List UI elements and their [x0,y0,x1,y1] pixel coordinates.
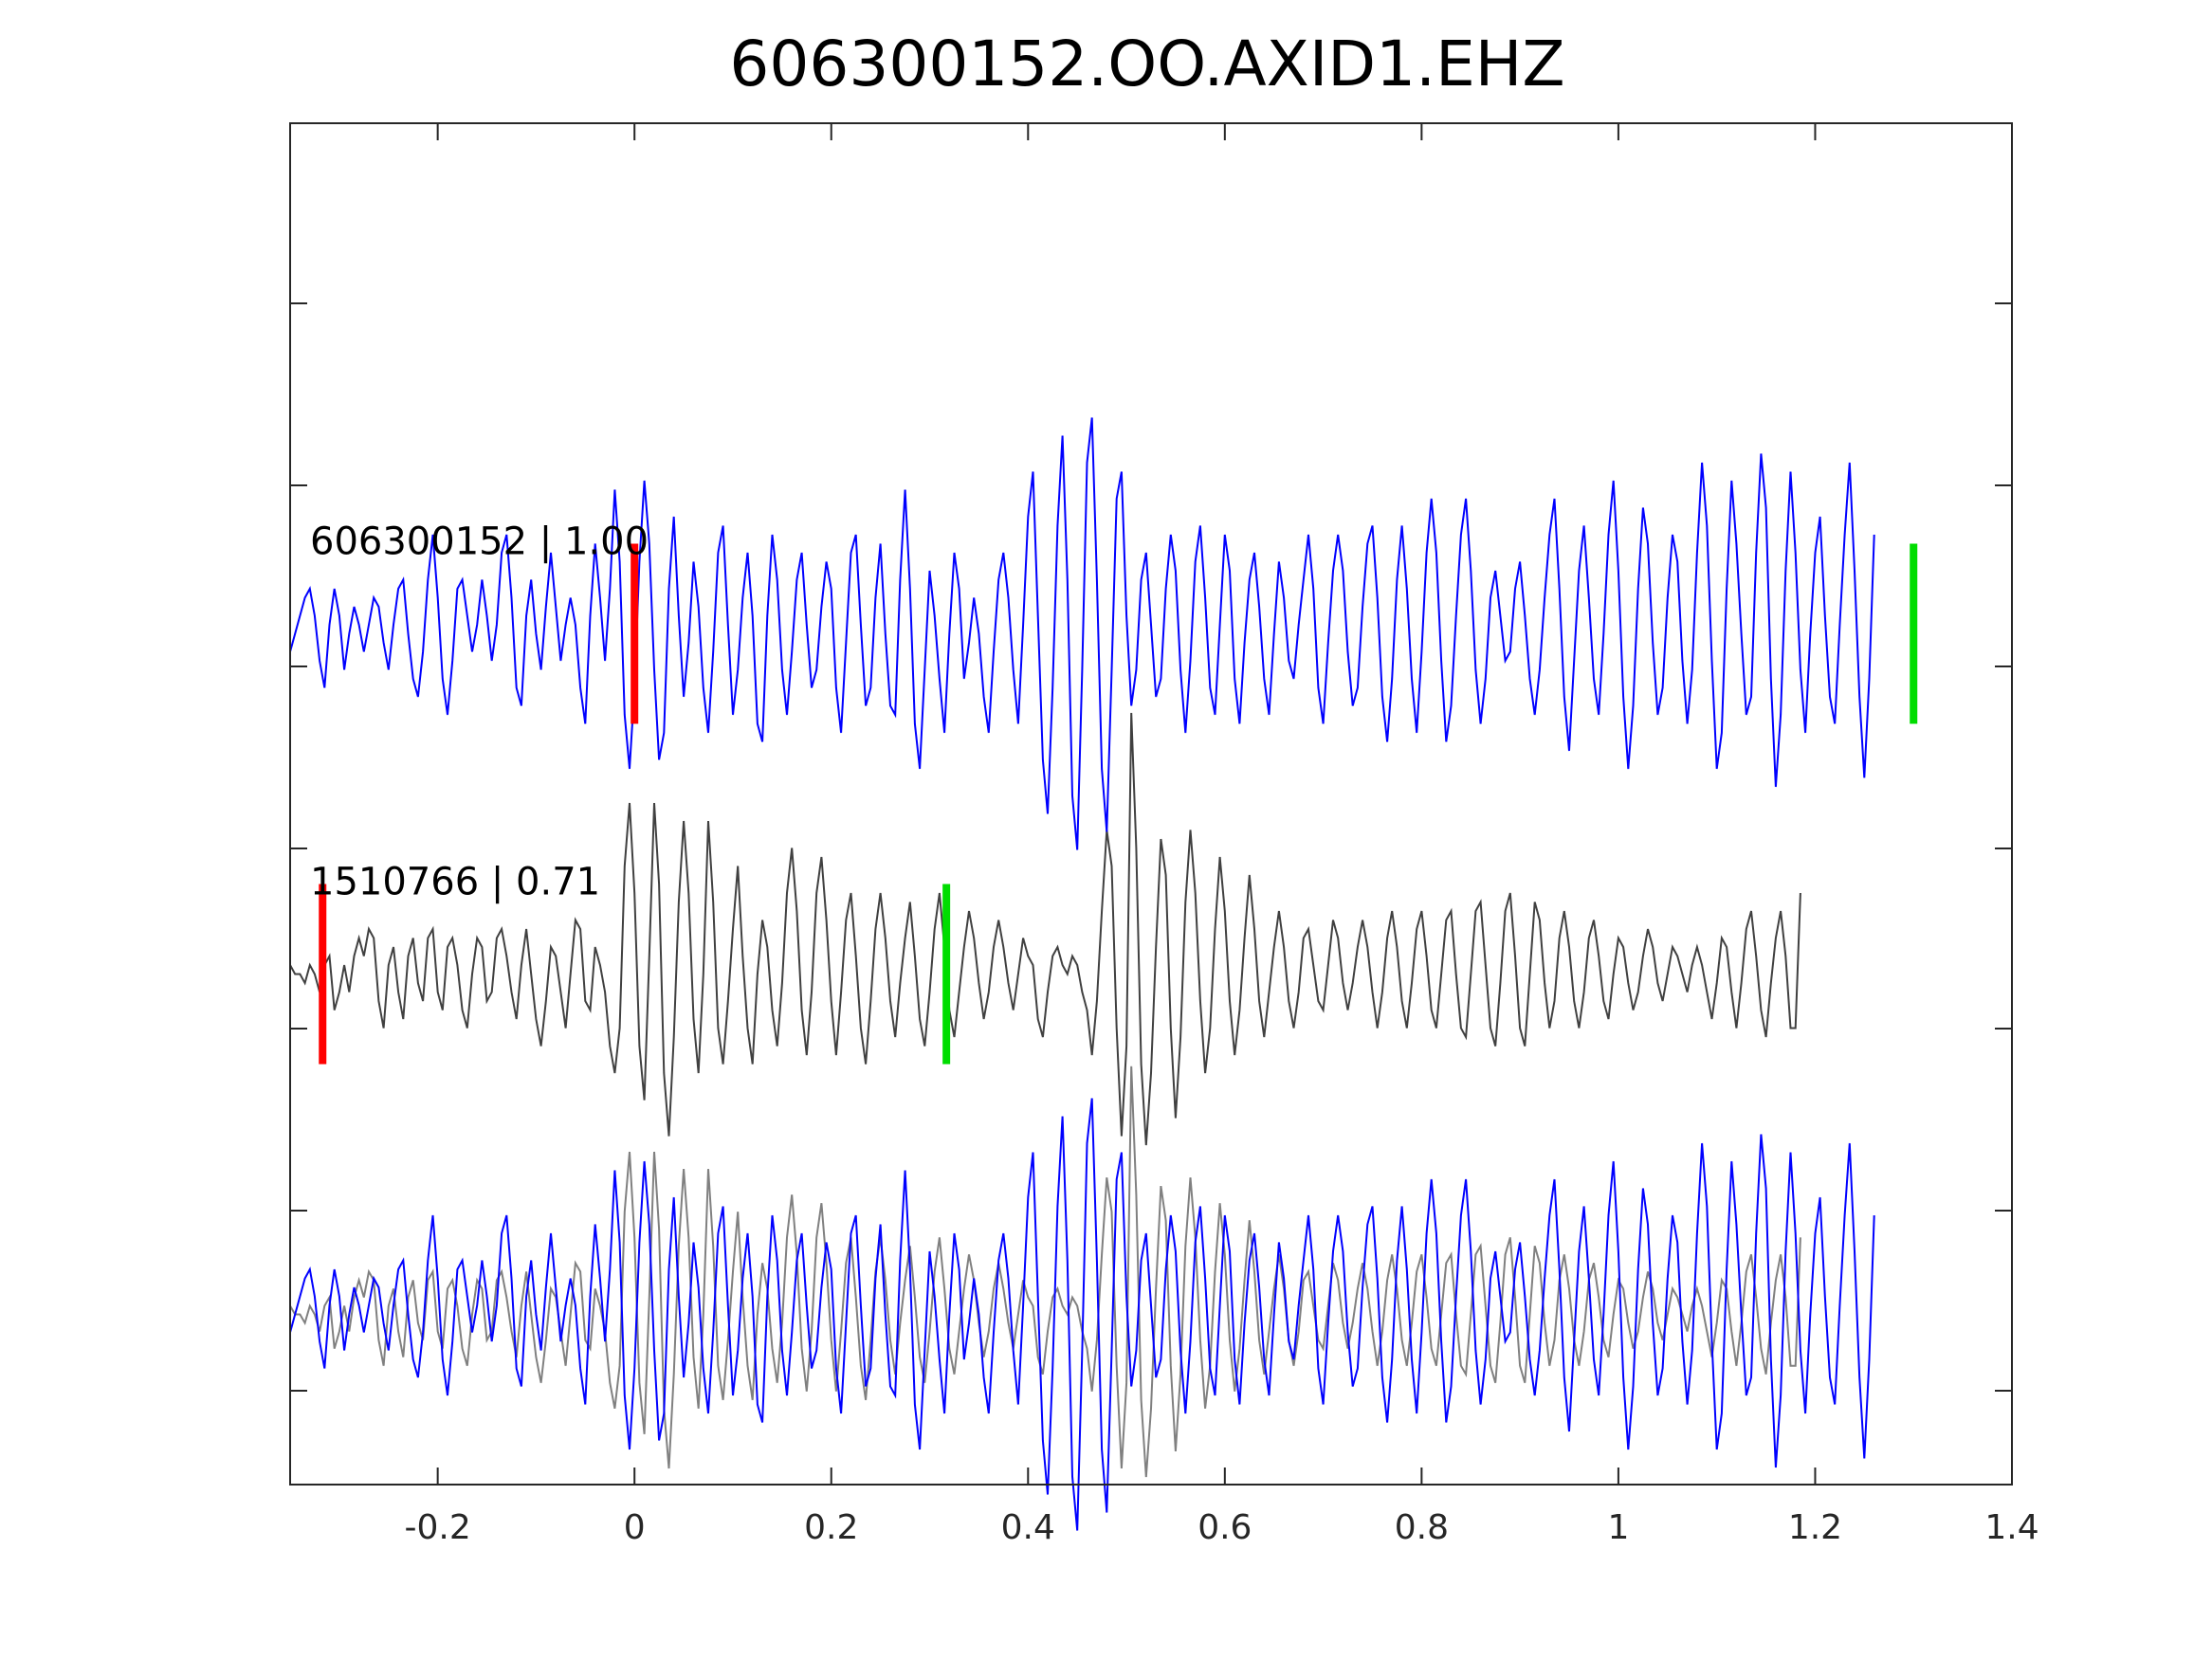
chart-title: 606300152.OO.AXID1.EHZ [729,27,1564,100]
x-tick-label: 1.4 [1984,1508,2038,1547]
axes-frame [289,122,2013,1486]
x-tick-label: 1 [1607,1508,1629,1547]
trace-label-1: 606300152 | 1.00 [310,520,649,564]
x-tick-label: 0 [624,1508,646,1547]
x-tick-label: -0.2 [405,1508,471,1547]
x-tick-label: 0.4 [1001,1508,1055,1547]
trace-labels-layer: 606300152 | 1.00 1510766 | 0.71 [310,520,649,904]
x-tick-label: 0.8 [1395,1508,1449,1547]
x-tick-label: 0.6 [1197,1508,1252,1547]
x-tick-label: 1.2 [1788,1508,1842,1547]
trace-label-2: 1510766 | 0.71 [310,861,600,904]
waveform-trace-2 [289,712,1801,1146]
pick-markers-layer [319,543,1918,1065]
waveform-trace-4 [289,1066,1801,1478]
waveform-trace-1 [289,417,1875,850]
x-tick-label: 0.2 [804,1508,858,1547]
traces-layer [289,417,1875,1531]
axis-ticks-layer: -0.2 0 0.2 0.4 0.6 0.8 1 1.2 1.4 [290,123,2039,1547]
waveform-trace-3 [289,1098,1875,1531]
plot-area: 606300152 | 1.00 1510766 | 0.71 -0.2 0 0.2 0… [289,122,2039,1547]
